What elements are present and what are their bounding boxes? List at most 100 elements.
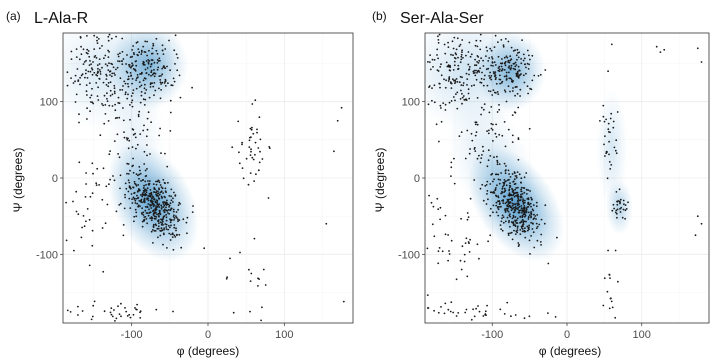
scatter-point (143, 216, 146, 219)
scatter-point (169, 69, 172, 72)
scatter-point (511, 188, 514, 191)
scatter-point (146, 205, 149, 208)
scatter-point (496, 184, 498, 187)
scatter-point (438, 247, 441, 249)
scatter-point (165, 209, 168, 212)
scatter-point (115, 317, 118, 320)
scatter-point (151, 73, 154, 76)
scatter-point (145, 72, 148, 74)
scatter-point (503, 187, 506, 190)
scatter-point (449, 69, 452, 72)
y-tick-label: 0 (52, 173, 58, 185)
scatter-point (462, 57, 464, 59)
scatter-point (69, 311, 72, 313)
scatter-point (86, 107, 88, 110)
scatter-point (158, 181, 161, 184)
scatter-point (535, 201, 538, 204)
scatter-point (511, 204, 514, 207)
scatter-point (102, 270, 105, 273)
scatter-point (482, 199, 485, 202)
scatter-point (503, 181, 506, 184)
scatter-point (147, 203, 150, 205)
scatter-point (513, 195, 516, 198)
scatter-point (461, 96, 464, 99)
scatter-point (110, 75, 113, 78)
scatter-point (91, 87, 93, 90)
scatter-point (528, 239, 531, 242)
scatter-point (104, 113, 107, 115)
scatter-point (156, 62, 159, 64)
scatter-point (137, 204, 140, 207)
scatter-point (160, 75, 162, 77)
scatter-point (468, 66, 471, 68)
scatter-point (616, 216, 618, 219)
scatter-point (475, 131, 478, 134)
scatter-point (474, 64, 476, 67)
scatter-point (614, 316, 617, 319)
scatter-point (522, 221, 525, 224)
scatter-point (144, 190, 147, 192)
scatter-point (528, 63, 530, 66)
scatter-point (105, 78, 108, 80)
scatter-point (440, 107, 442, 109)
scatter-point (468, 97, 471, 100)
scatter-point (173, 80, 176, 83)
scatter-point (511, 141, 514, 144)
scatter-point (510, 46, 513, 49)
scatter-point (514, 68, 516, 71)
scatter-point (609, 117, 612, 120)
scatter-point (173, 234, 176, 237)
scatter-point (499, 82, 501, 85)
scatter-point (152, 225, 155, 228)
scatter-point (479, 187, 482, 190)
scatter-point (167, 203, 170, 206)
scatter-point (114, 103, 116, 106)
scatter-point (604, 155, 606, 157)
scatter-point (615, 139, 618, 142)
scatter-point (96, 39, 98, 42)
scatter-point (518, 51, 521, 54)
scatter-point (500, 220, 503, 223)
scatter-point (527, 68, 530, 70)
scatter-point (174, 34, 177, 37)
scatter-point (447, 259, 449, 262)
scatter-point (431, 87, 433, 89)
scatter-point (458, 81, 461, 84)
scatter-point (495, 204, 498, 207)
scatter-point (125, 63, 127, 65)
scatter-point (121, 60, 123, 63)
scatter-point (612, 126, 615, 129)
scatter-point (80, 74, 83, 77)
scatter-point (132, 157, 135, 160)
scatter-point (248, 268, 250, 271)
scatter-point (114, 117, 117, 120)
scatter-point (539, 241, 542, 243)
scatter-point (144, 192, 147, 195)
scatter-point (466, 78, 469, 80)
scatter-point (473, 71, 476, 74)
scatter-point (117, 53, 119, 56)
scatter-point (103, 57, 105, 60)
scatter-point (450, 166, 453, 169)
scatter-point (145, 184, 147, 186)
scatter-point (162, 243, 164, 246)
scatter-point (504, 190, 506, 193)
scatter-point (114, 74, 116, 76)
scatter-point (79, 83, 81, 86)
scatter-point (536, 214, 539, 216)
scatter-point (435, 123, 438, 126)
scatter-point (522, 74, 525, 77)
scatter-point (139, 172, 142, 175)
scatter-point (540, 218, 543, 221)
scatter-point (517, 206, 520, 209)
scatter-point (143, 87, 146, 90)
scatter-point (97, 67, 99, 70)
scatter-point (251, 156, 254, 159)
scatter-point (128, 197, 131, 200)
scatter-point (173, 217, 176, 219)
scatter-point (473, 148, 476, 150)
scatter-point (119, 52, 121, 55)
scatter-point (604, 135, 606, 138)
scatter-point (169, 221, 172, 224)
scatter-point (151, 197, 153, 200)
